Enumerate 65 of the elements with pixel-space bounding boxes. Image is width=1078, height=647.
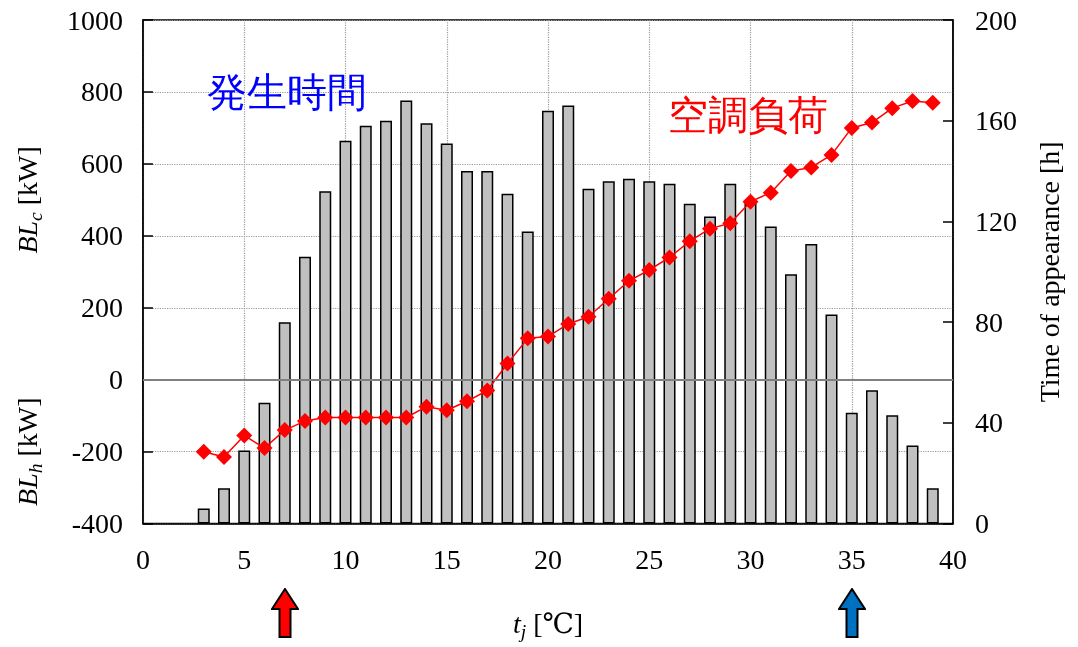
y2-axis-title: Time of appearance [h] [1033, 141, 1065, 403]
point [479, 382, 496, 399]
point [357, 409, 374, 426]
point [661, 249, 678, 266]
y-tick-label: 600 [81, 148, 123, 180]
point [722, 215, 739, 232]
point [641, 262, 658, 278]
point [438, 402, 455, 419]
point [398, 409, 415, 426]
point [459, 393, 475, 410]
point [297, 413, 313, 430]
x-tick-label: 15 [432, 544, 461, 576]
point [621, 272, 637, 289]
y2-tick-label: 120 [975, 205, 1017, 237]
point [742, 193, 759, 210]
y-tick-label: 200 [81, 292, 123, 324]
point [600, 290, 617, 307]
point [560, 315, 577, 332]
series-label: 発生時間 [207, 69, 367, 115]
x-tick-label: 10 [331, 544, 360, 576]
point [499, 355, 516, 372]
y2-tick-label: 80 [975, 306, 1003, 338]
point [681, 233, 698, 250]
point [904, 92, 921, 109]
y2-tick-label: 160 [975, 105, 1017, 137]
y-tick-label: 1000 [67, 4, 123, 36]
x-tick-label: 25 [635, 544, 664, 576]
point [418, 398, 435, 415]
point [843, 119, 860, 136]
point [317, 409, 334, 426]
point [276, 422, 293, 439]
x-tick-label: 20 [534, 544, 562, 576]
y-tick-label: 400 [81, 220, 123, 252]
point [762, 184, 779, 201]
x-tick-label: 30 [736, 544, 765, 576]
x-tick-label: 5 [237, 544, 252, 576]
x-tick-label: 0 [136, 544, 150, 576]
point [519, 330, 536, 347]
point [540, 328, 556, 345]
point [884, 100, 901, 117]
point [864, 114, 880, 131]
point [924, 94, 941, 111]
y-tick-label: -400 [71, 508, 123, 540]
y-tick-label: 0 [109, 364, 123, 396]
point [580, 308, 597, 325]
y2-tick-label: 40 [975, 407, 1003, 439]
point [256, 440, 273, 457]
series-label: 空調負荷 [668, 92, 828, 138]
y-tick-label: 800 [81, 76, 123, 108]
y-axis-title: BLc [kW] [11, 146, 46, 254]
y2-tick-label: 200 [975, 4, 1017, 36]
point [803, 159, 820, 176]
point [195, 443, 212, 460]
x-tick-label: 40 [939, 544, 967, 576]
text: BLh [kW] [11, 397, 46, 506]
point [337, 409, 354, 426]
point [216, 449, 232, 466]
point [783, 163, 799, 180]
point [378, 409, 394, 426]
point [702, 220, 718, 237]
y-tick-label: -200 [71, 436, 123, 468]
point [236, 427, 253, 444]
y2-tick-label: 0 [975, 508, 989, 540]
point [823, 146, 840, 163]
x-tick-label: 35 [837, 544, 866, 576]
